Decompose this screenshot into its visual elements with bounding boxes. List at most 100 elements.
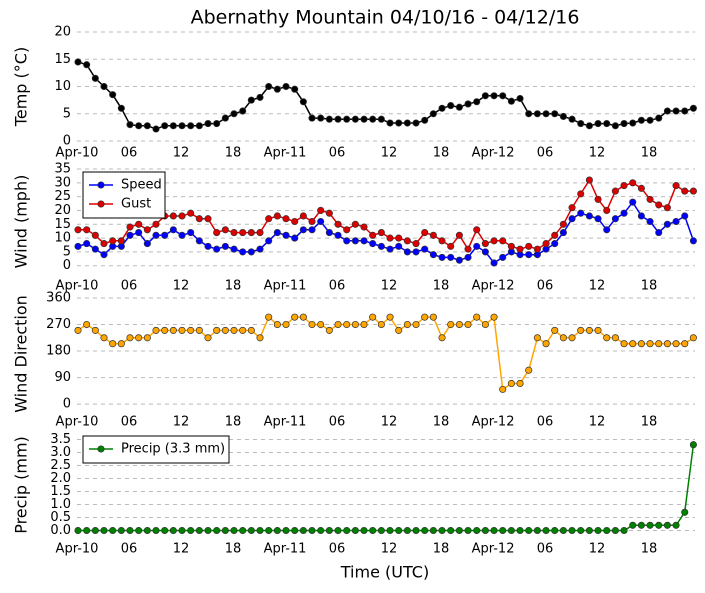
- point: [568, 526, 576, 535]
- x-tick-label: 12: [173, 542, 190, 557]
- point: [620, 526, 628, 535]
- point: [299, 226, 307, 234]
- point: [429, 110, 437, 118]
- x-tick-label: Apr-12: [472, 279, 515, 294]
- point: [369, 526, 377, 535]
- point: [403, 119, 411, 127]
- point: [499, 385, 507, 393]
- point: [646, 217, 654, 226]
- point: [239, 248, 247, 256]
- y-tick-label: 1.5: [50, 484, 71, 499]
- point: [135, 220, 143, 228]
- point: [230, 526, 238, 535]
- y-tick-label: 25: [54, 189, 71, 204]
- y-tick-label: 15: [54, 217, 71, 232]
- legend-box: [82, 171, 166, 219]
- point: [481, 240, 489, 248]
- x-tick-label: Apr-10: [56, 542, 99, 557]
- point: [256, 93, 264, 101]
- point: [135, 526, 143, 535]
- point: [473, 242, 481, 250]
- point: [577, 120, 585, 128]
- point: [213, 526, 221, 535]
- point: [247, 96, 255, 104]
- point: [265, 313, 273, 321]
- point: [551, 231, 559, 239]
- point: [438, 104, 446, 112]
- point: [74, 326, 82, 334]
- point: [594, 526, 602, 535]
- point: [100, 251, 108, 259]
- x-tick-label: 18: [641, 279, 658, 294]
- point: [74, 526, 82, 535]
- point: [577, 326, 585, 334]
- point: [412, 240, 420, 248]
- point: [499, 92, 507, 100]
- point: [143, 334, 151, 342]
- point: [91, 526, 99, 535]
- point: [299, 212, 307, 220]
- point: [525, 242, 533, 250]
- point: [169, 526, 177, 535]
- series-line: [77, 315, 694, 391]
- x-tick-label: 18: [225, 279, 242, 294]
- point: [689, 237, 697, 245]
- point: [195, 215, 203, 223]
- point: [343, 320, 351, 329]
- point: [568, 215, 576, 223]
- point: [195, 526, 203, 535]
- point: [265, 237, 273, 245]
- point: [91, 326, 99, 334]
- point: [178, 326, 186, 334]
- point: [481, 248, 489, 256]
- point: [204, 215, 212, 223]
- point: [577, 190, 585, 198]
- point: [464, 253, 472, 261]
- point: [663, 521, 671, 529]
- point: [655, 114, 663, 122]
- point: [464, 320, 472, 329]
- point: [299, 98, 307, 106]
- point: [247, 248, 255, 256]
- point: [585, 122, 593, 130]
- point: [386, 234, 394, 242]
- point: [611, 215, 619, 223]
- legend-marker: [97, 445, 105, 453]
- point: [507, 379, 515, 388]
- legend-label: Speed: [121, 178, 162, 193]
- point: [117, 526, 125, 535]
- y-tick-label: 0.0: [50, 523, 71, 538]
- point: [620, 340, 628, 348]
- point: [447, 526, 455, 535]
- point: [247, 326, 255, 334]
- x-tick-label: 06: [329, 415, 346, 430]
- point: [559, 220, 567, 228]
- point: [343, 115, 351, 123]
- point: [403, 248, 411, 256]
- point: [117, 340, 125, 348]
- point: [542, 240, 550, 248]
- point: [169, 122, 177, 130]
- point: [230, 245, 238, 253]
- point: [464, 100, 472, 108]
- point: [204, 526, 212, 535]
- point: [282, 231, 290, 239]
- point: [221, 226, 229, 234]
- point: [481, 526, 489, 535]
- point: [308, 526, 316, 535]
- point: [611, 334, 619, 342]
- point: [672, 217, 680, 226]
- point: [438, 334, 446, 342]
- point: [152, 526, 160, 535]
- point: [525, 526, 533, 535]
- x-axis-label: Time (UTC): [340, 563, 429, 582]
- point: [152, 326, 160, 334]
- x-tick-label: 18: [433, 542, 450, 557]
- point: [178, 122, 186, 130]
- point: [646, 116, 654, 124]
- y-tick-label: 1.0: [50, 497, 71, 512]
- point: [421, 526, 429, 535]
- point: [655, 521, 663, 529]
- y-axis-label: Wind (mph): [12, 175, 31, 269]
- y-axis-label: Wind Direction: [12, 295, 31, 413]
